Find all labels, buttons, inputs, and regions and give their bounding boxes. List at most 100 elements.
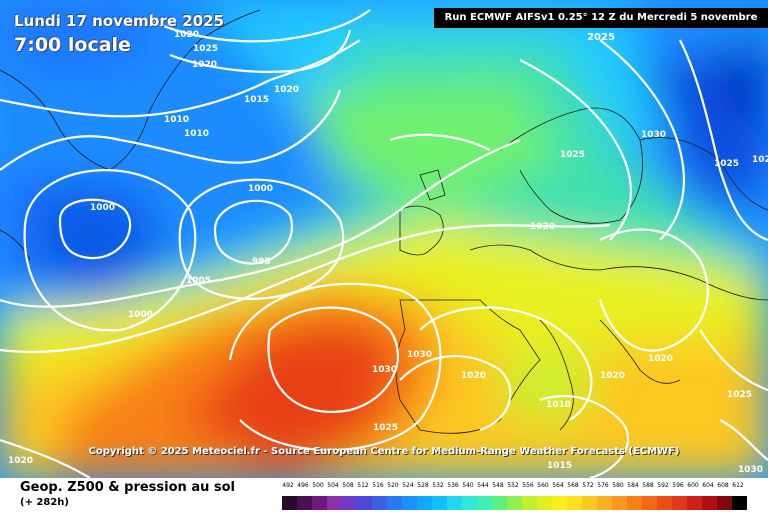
legend-label: 512 <box>357 482 369 489</box>
isobar-label: 1020 <box>192 60 217 70</box>
legend-swatch <box>297 496 312 510</box>
isobar-label: 1010 <box>164 115 189 125</box>
isobar-label: 1025 <box>727 390 752 400</box>
isobar-label: 1015 <box>244 95 269 105</box>
legend-label: 496 <box>297 482 309 489</box>
legend-swatch <box>612 496 627 510</box>
isobar-label: 1000 <box>90 203 115 213</box>
isobar-label: 1000 <box>128 310 153 320</box>
legend-swatch <box>402 496 417 510</box>
isobar-label: 1005 <box>186 276 211 286</box>
legend-label: 608 <box>717 482 729 489</box>
legend-swatch <box>507 496 522 510</box>
legend-swatch <box>597 496 612 510</box>
legend-swatch <box>417 496 432 510</box>
map-canvas: 1020 1025 1020 1015 1020 1010 1010 1000 … <box>0 0 768 478</box>
isobar-label: 102 <box>752 155 768 165</box>
legend-label: 548 <box>492 482 504 489</box>
legend-label: 500 <box>312 482 324 489</box>
isobar-label: 1030 <box>407 350 432 360</box>
legend-label: 552 <box>507 482 519 489</box>
legend-swatch <box>552 496 567 510</box>
legend-swatch <box>387 496 402 510</box>
copyright-notice: Copyright © 2025 Meteociel.fr - Source E… <box>88 446 680 457</box>
legend-swatch <box>492 496 507 510</box>
legend-label: 532 <box>432 482 444 489</box>
map-title: Geop. Z500 & pression au sol <box>20 480 235 495</box>
isobar-label: 1010 <box>546 400 571 410</box>
legend-label: 576 <box>597 482 609 489</box>
legend-swatch <box>657 496 672 510</box>
legend-label: 508 <box>342 482 354 489</box>
isobar-label: 1010 <box>184 129 209 139</box>
legend-label: 528 <box>417 482 429 489</box>
isobar-label: 1020 <box>530 222 555 232</box>
legend-label: 544 <box>477 482 489 489</box>
legend-swatch <box>327 496 342 510</box>
legend-swatch <box>627 496 642 510</box>
isobar-label: 1030 <box>738 465 763 475</box>
legend-label: 520 <box>387 482 399 489</box>
isobar-label: 1020 <box>174 30 199 40</box>
legend-swatch <box>312 496 327 510</box>
map-footer: Geop. Z500 & pression au sol (+ 282h) 49… <box>0 478 768 512</box>
weather-map: 1020 1025 1020 1015 1020 1010 1010 1000 … <box>0 0 768 478</box>
legend-swatch <box>702 496 717 510</box>
isobar-label: 1025 <box>193 44 218 54</box>
legend-swatch <box>672 496 687 510</box>
legend-swatch <box>537 496 552 510</box>
isobar-label: 1030 <box>641 130 666 140</box>
forecast-hour: (+ 282h) <box>20 497 69 508</box>
isobar-label: 1000 <box>248 184 273 194</box>
legend-label: 540 <box>462 482 474 489</box>
isobar-label: 1025 <box>714 159 739 169</box>
legend-label: 592 <box>657 482 669 489</box>
isobar-label: 1020 <box>461 371 486 381</box>
legend-label: 492 <box>282 482 294 489</box>
legend-swatch <box>477 496 492 510</box>
isobar-label: 1015 <box>547 461 572 471</box>
legend-label: 536 <box>447 482 459 489</box>
legend-label: 600 <box>687 482 699 489</box>
legend-swatch <box>717 496 732 510</box>
legend-label: 580 <box>612 482 624 489</box>
legend-swatch <box>567 496 582 510</box>
legend-swatch <box>582 496 597 510</box>
legend-color-bar <box>282 496 747 510</box>
valid-date: Lundi 17 novembre 2025 <box>14 12 224 30</box>
legend-swatch <box>732 496 747 510</box>
run-info-banner: Run ECMWF AIFSv1 0.25° 12 Z du Mercredi … <box>434 8 768 43</box>
legend-labels: 492 496 500 504 508 512 516 520 524 528 532 536 540 5… <box>282 482 752 492</box>
legend-swatch <box>687 496 702 510</box>
legend-swatch <box>342 496 357 510</box>
valid-time: 7:00 locale <box>14 34 131 56</box>
legend-swatch <box>372 496 387 510</box>
isobar-label: 1030 <box>372 365 397 375</box>
isobar-label: 1025 <box>373 423 398 433</box>
legend-label: 516 <box>372 482 384 489</box>
legend-label: 584 <box>627 482 639 489</box>
color-legend: 492 496 500 504 508 512 516 520 524 528 532 536 540 5… <box>282 482 752 510</box>
isobar-label: 1020 <box>8 456 33 466</box>
legend-label: 604 <box>702 482 714 489</box>
coastlines <box>0 9 768 434</box>
legend-swatch <box>432 496 447 510</box>
legend-swatch <box>462 496 477 510</box>
geopotential-field <box>0 0 768 478</box>
isobar-label: 1025 <box>560 150 585 160</box>
legend-label: 524 <box>402 482 414 489</box>
legend-swatch <box>447 496 462 510</box>
legend-label: 556 <box>522 482 534 489</box>
legend-swatch <box>522 496 537 510</box>
legend-label: 572 <box>582 482 594 489</box>
legend-swatch <box>357 496 372 510</box>
legend-swatch <box>282 496 297 510</box>
legend-swatch <box>642 496 657 510</box>
isobar-label: 1020 <box>274 85 299 95</box>
isobars <box>0 9 768 478</box>
legend-label: 560 <box>537 482 549 489</box>
legend-label: 564 <box>552 482 564 489</box>
isobar-labels: 1020 1025 1020 1015 1020 1010 1010 1000 … <box>8 30 768 475</box>
legend-label: 612 <box>732 482 744 489</box>
isobar-label: 1020 <box>648 354 673 364</box>
